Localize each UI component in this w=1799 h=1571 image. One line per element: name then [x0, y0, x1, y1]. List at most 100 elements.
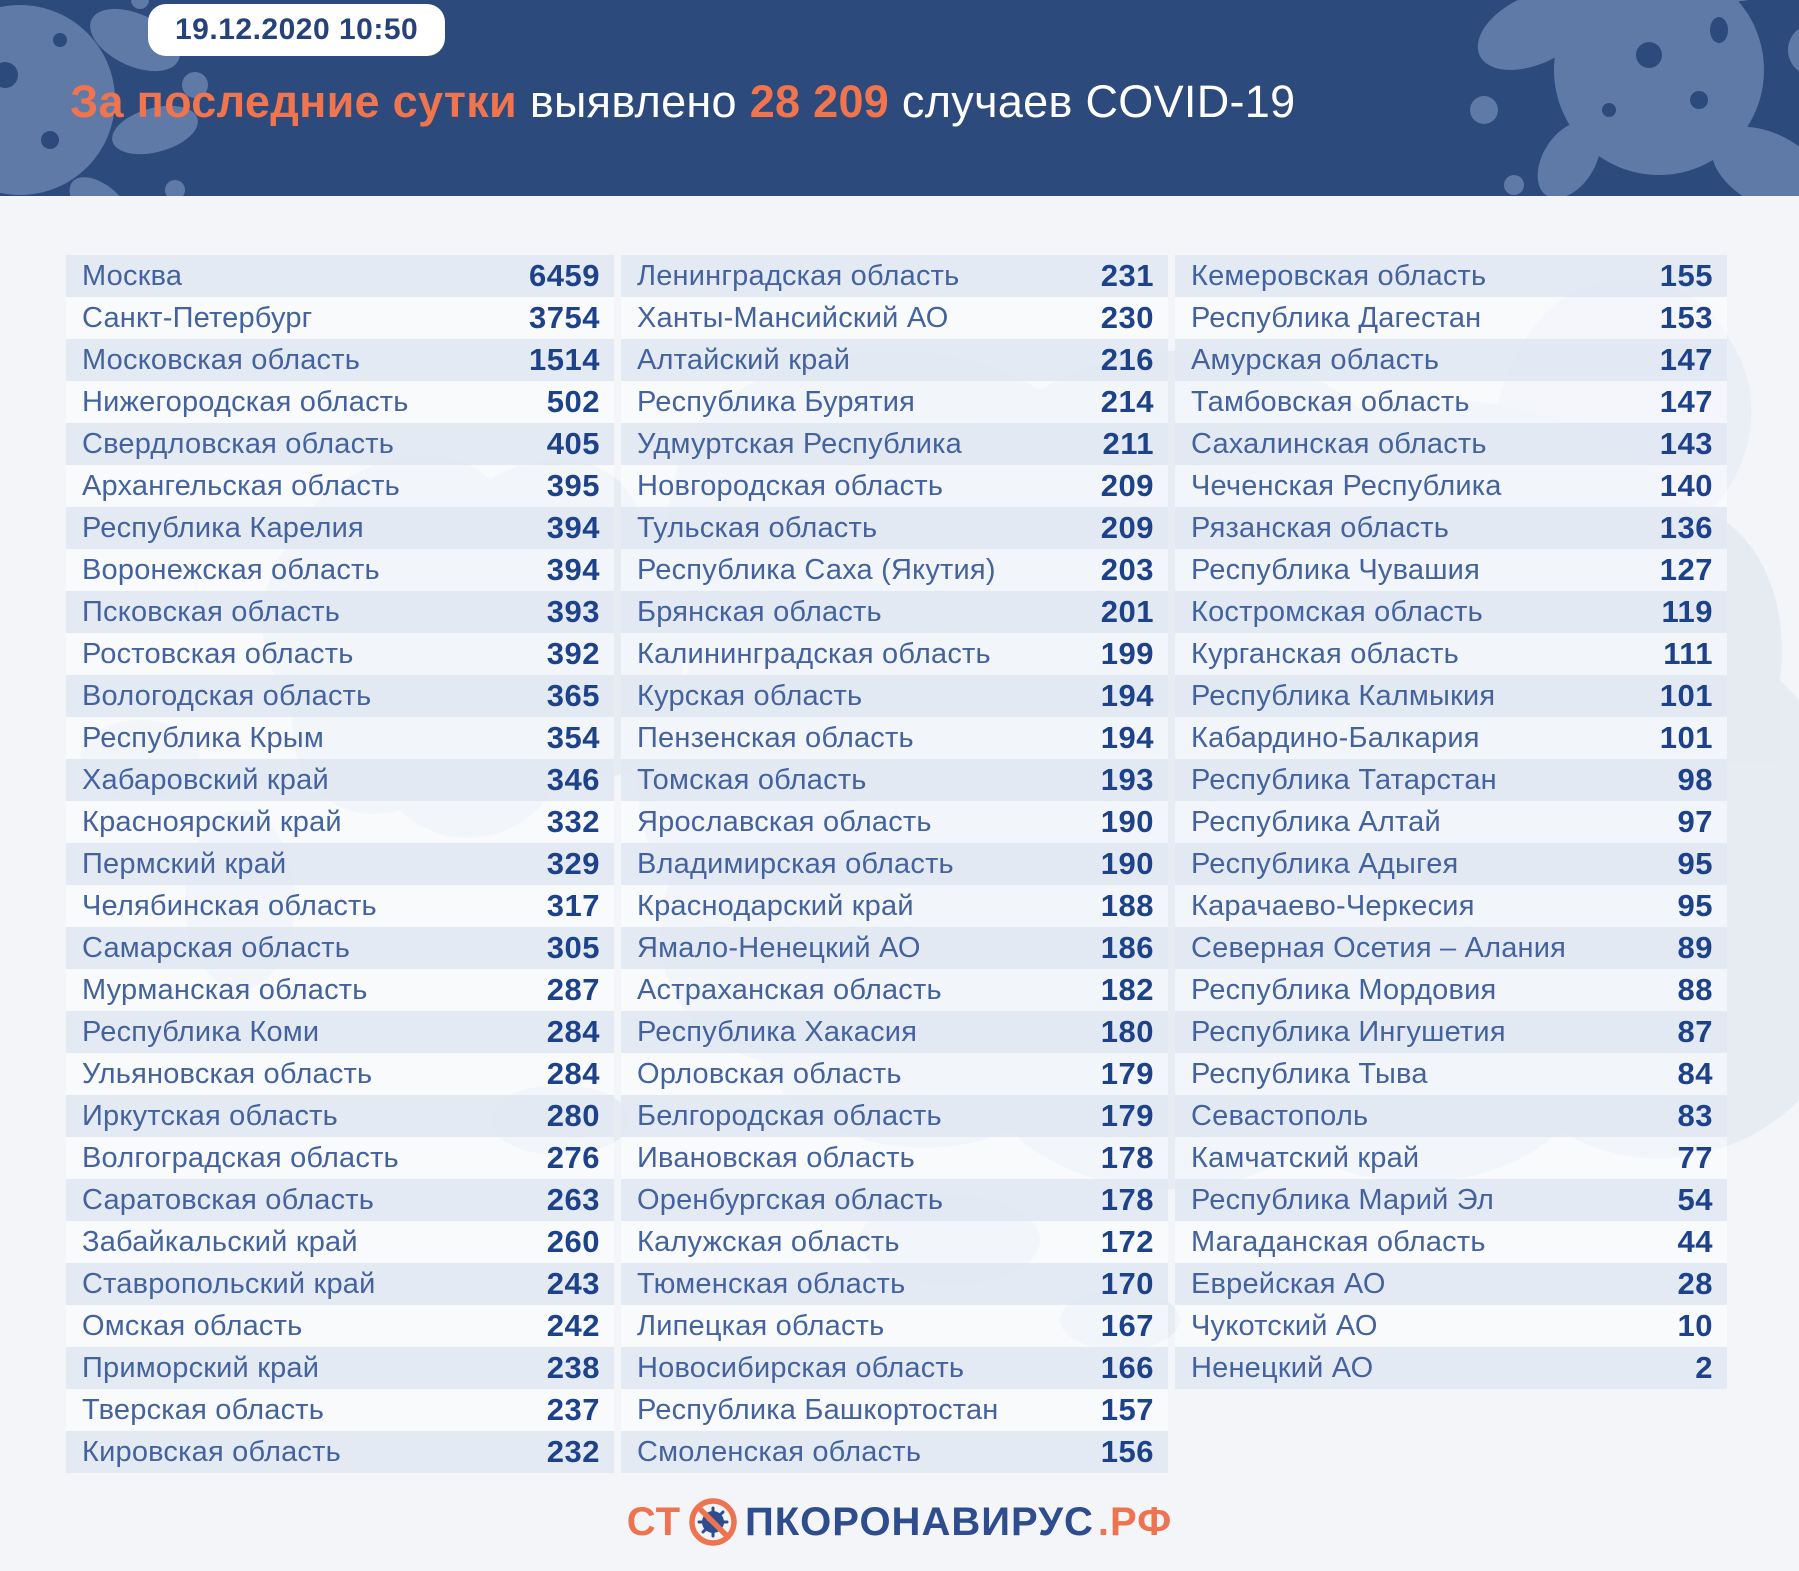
case-count: 317	[546, 888, 600, 923]
stop-virus-logo-icon	[689, 1498, 737, 1546]
table-row: Республика Ингушетия 87	[1175, 1011, 1727, 1053]
case-count: 287	[546, 972, 600, 1007]
case-count: 392	[546, 636, 600, 671]
region-name: Удмуртская Республика	[637, 427, 962, 460]
region-name: Саратовская область	[82, 1183, 375, 1216]
table-row: Вологодская область 365	[66, 675, 614, 717]
region-name: Смоленская область	[637, 1435, 922, 1468]
table-row: Санкт-Петербург 3754	[66, 297, 614, 339]
case-count: 10	[1677, 1308, 1713, 1343]
case-count: 101	[1659, 678, 1713, 713]
region-name: Республика Калмыкия	[1191, 679, 1496, 712]
region-name: Воронежская область	[82, 553, 380, 586]
table-row: Республика Башкортостан 157	[621, 1389, 1168, 1431]
region-name: Ростовская область	[82, 637, 354, 670]
page-title: За последние сутки выявлено 28 209 случа…	[70, 76, 1295, 128]
table-row: Иркутская область 280	[66, 1095, 614, 1137]
title-part-plain-2: случаев COVID-19	[889, 76, 1296, 127]
region-name: Томская область	[637, 763, 867, 796]
region-name: Ленинградская область	[637, 259, 960, 292]
case-count: 172	[1100, 1224, 1154, 1259]
case-count: 127	[1659, 552, 1713, 587]
case-count: 243	[546, 1266, 600, 1301]
case-count: 209	[1100, 468, 1154, 503]
table-row: Республика Калмыкия 101	[1175, 675, 1727, 717]
date-text: 19.12.2020 10:50	[175, 13, 419, 46]
title-part-case-count: 28 209	[749, 76, 890, 127]
table-row: Томская область 193	[621, 759, 1168, 801]
table-row: Камчатский край 77	[1175, 1137, 1727, 1179]
case-count: 140	[1659, 468, 1713, 503]
region-name: Республика Мордовия	[1191, 973, 1497, 1006]
region-name: Ивановская область	[637, 1141, 915, 1174]
region-name: Свердловская область	[82, 427, 395, 460]
region-name: Самарская область	[82, 931, 351, 964]
case-count: 284	[546, 1056, 600, 1091]
stats-column-2: Ленинградская область 231 Ханты-Мансийский…	[621, 255, 1168, 1473]
case-count: 238	[546, 1350, 600, 1385]
case-count: 157	[1100, 1392, 1154, 1427]
case-count: 155	[1659, 258, 1713, 293]
table-row: Орловская область 179	[621, 1053, 1168, 1095]
region-name: Республика Адыгея	[1191, 847, 1459, 880]
region-name: Вологодская область	[82, 679, 372, 712]
case-count: 88	[1677, 972, 1713, 1007]
table-row: Ненецкий АО 2	[1175, 1347, 1727, 1389]
region-name: Республика Башкортостан	[637, 1393, 999, 1426]
case-count: 395	[546, 468, 600, 503]
table-row: Мурманская область 287	[66, 969, 614, 1011]
case-count: 199	[1100, 636, 1154, 671]
case-count: 188	[1100, 888, 1154, 923]
table-row: Республика Тыва 84	[1175, 1053, 1727, 1095]
region-name: Республика Тыва	[1191, 1057, 1428, 1090]
table-row: Алтайский край 216	[621, 339, 1168, 381]
case-count: 329	[546, 846, 600, 881]
table-row: Республика Мордовия 88	[1175, 969, 1727, 1011]
table-row: Брянская область 201	[621, 591, 1168, 633]
region-name: Челябинская область	[82, 889, 377, 922]
case-count: 143	[1659, 426, 1713, 461]
region-name: Белгородская область	[637, 1099, 942, 1132]
case-count: 180	[1100, 1014, 1154, 1049]
case-count: 502	[546, 384, 600, 419]
region-name: Республика Коми	[82, 1015, 320, 1048]
region-name: Оренбургская область	[637, 1183, 944, 1216]
region-name: Липецкая область	[637, 1309, 885, 1342]
footer-logo: СТ ПКОРОНАВИРУС .РФ	[0, 1492, 1799, 1552]
table-row: Костромская область 119	[1175, 591, 1727, 633]
table-row: Чукотский АО 10	[1175, 1305, 1727, 1347]
case-count: 77	[1677, 1140, 1713, 1175]
table-row: Красноярский край 332	[66, 801, 614, 843]
region-name: Республика Хакасия	[637, 1015, 918, 1048]
case-count: 305	[546, 930, 600, 965]
stats-column-1: Москва 6459 Санкт-Петербург 3754 Московская …	[66, 255, 614, 1473]
region-name: Пензенская область	[637, 721, 914, 754]
case-count: 260	[546, 1224, 600, 1259]
case-count: 44	[1677, 1224, 1713, 1259]
table-row: Республика Марий Эл 54	[1175, 1179, 1727, 1221]
region-name: Омская область	[82, 1309, 303, 1342]
table-row: Республика Карелия 394	[66, 507, 614, 549]
table-row: Пермский край 329	[66, 843, 614, 885]
table-row: Ямало-Ненецкий АО 186	[621, 927, 1168, 969]
region-name: Красноярский край	[82, 805, 342, 838]
case-count: 242	[546, 1308, 600, 1343]
table-row: Пензенская область 194	[621, 717, 1168, 759]
region-name: Иркутская область	[82, 1099, 338, 1132]
case-count: 194	[1100, 720, 1154, 755]
case-count: 190	[1100, 804, 1154, 839]
case-count: 201	[1100, 594, 1154, 629]
table-row: Забайкальский край 260	[66, 1221, 614, 1263]
region-name: Республика Марий Эл	[1191, 1183, 1494, 1216]
case-count: 332	[546, 804, 600, 839]
region-name: Нижегородская область	[82, 385, 409, 418]
table-row: Республика Саха (Якутия) 203	[621, 549, 1168, 591]
region-name: Псковская область	[82, 595, 341, 628]
case-count: 365	[546, 678, 600, 713]
table-row: Калужская область 172	[621, 1221, 1168, 1263]
region-name: Северная Осетия – Алания	[1191, 931, 1567, 964]
table-row: Республика Чувашия 127	[1175, 549, 1727, 591]
virus-splat-left-icon	[0, 0, 208, 196]
case-count: 111	[1663, 636, 1713, 671]
title-part-highlight: За последние сутки	[70, 76, 518, 127]
